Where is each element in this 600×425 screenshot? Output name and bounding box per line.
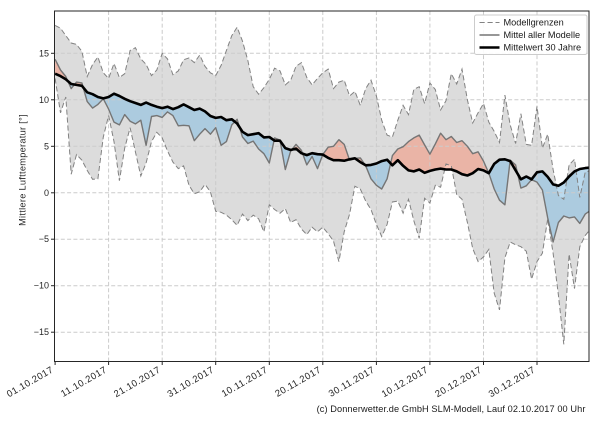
svg-text:5: 5 <box>44 141 49 151</box>
svg-text:15: 15 <box>39 48 49 58</box>
svg-text:Modellgrenzen: Modellgrenzen <box>504 18 564 28</box>
svg-text:(c) Donnerwetter.de GmbH SLM-M: (c) Donnerwetter.de GmbH SLM-Modell, Lau… <box>317 404 586 414</box>
svg-text:Mittlere Lufttemperatur [°]: Mittlere Lufttemperatur [°] <box>18 114 28 226</box>
svg-text:Mittelwert 30 Jahre: Mittelwert 30 Jahre <box>504 43 582 53</box>
svg-text:Mittel aller Modelle: Mittel aller Modelle <box>504 30 581 40</box>
svg-text:−15: −15 <box>34 327 49 337</box>
svg-text:10: 10 <box>39 95 49 105</box>
svg-text:−10: −10 <box>34 281 49 291</box>
svg-text:0: 0 <box>44 188 49 198</box>
svg-text:−5: −5 <box>39 234 49 244</box>
